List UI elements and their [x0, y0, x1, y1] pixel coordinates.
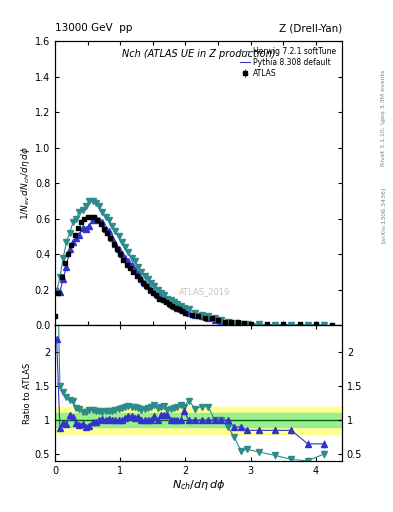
Herwig 7.2.1 softTune: [90, 198, 95, 204]
Herwig 7.2.1 softTune: [74, 216, 79, 222]
Pythia 8.308 default: [245, 321, 250, 327]
X-axis label: $N_{ch}/d\eta\,d\phi$: $N_{ch}/d\eta\,d\phi$: [172, 478, 225, 493]
Herwig 7.2.1 softTune: [305, 322, 310, 328]
Pythia 8.308 default: [123, 255, 127, 261]
Text: [arXiv:1306.3436]: [arXiv:1306.3436]: [381, 187, 386, 243]
Line: Herwig 7.2.1 softTune: Herwig 7.2.1 softTune: [57, 201, 324, 325]
Text: Z (Drell-Yan): Z (Drell-Yan): [279, 23, 342, 33]
Herwig 7.2.1 softTune: [87, 198, 92, 204]
Herwig 7.2.1 softTune: [123, 244, 127, 250]
Pythia 8.308 default: [87, 223, 92, 229]
Text: 13000 GeV  pp: 13000 GeV pp: [55, 23, 132, 33]
Pythia 8.308 default: [100, 219, 105, 225]
Pythia 8.308 default: [321, 322, 326, 328]
Pythia 8.308 default: [305, 322, 310, 328]
Text: Rivet 3.1.10, \geq 3.3M events: Rivet 3.1.10, \geq 3.3M events: [381, 70, 386, 166]
Bar: [55, 407, 342, 434]
Pythia 8.308 default: [54, 287, 59, 293]
Pythia 8.308 default: [289, 322, 294, 328]
Legend: Herwig 7.2.1 softTune, Pythia 8.308 default, ATLAS: Herwig 7.2.1 softTune, Pythia 8.308 defa…: [238, 45, 338, 80]
Text: ATLAS_2019: ATLAS_2019: [178, 287, 230, 296]
Herwig 7.2.1 softTune: [289, 322, 294, 328]
Text: Nch (ATLAS UE in Z production): Nch (ATLAS UE in Z production): [122, 50, 275, 59]
Herwig 7.2.1 softTune: [100, 208, 105, 215]
Y-axis label: $1/N_{ev}\,dN_{ch}/d\eta\,d\phi$: $1/N_{ev}\,dN_{ch}/d\eta\,d\phi$: [19, 146, 32, 220]
Line: Pythia 8.308 default: Pythia 8.308 default: [57, 219, 324, 325]
Y-axis label: Ratio to ATLAS: Ratio to ATLAS: [23, 362, 32, 424]
Herwig 7.2.1 softTune: [245, 321, 250, 327]
Pythia 8.308 default: [74, 235, 79, 241]
Pythia 8.308 default: [94, 216, 98, 222]
Herwig 7.2.1 softTune: [54, 289, 59, 295]
Herwig 7.2.1 softTune: [321, 322, 326, 328]
Bar: [55, 413, 342, 427]
